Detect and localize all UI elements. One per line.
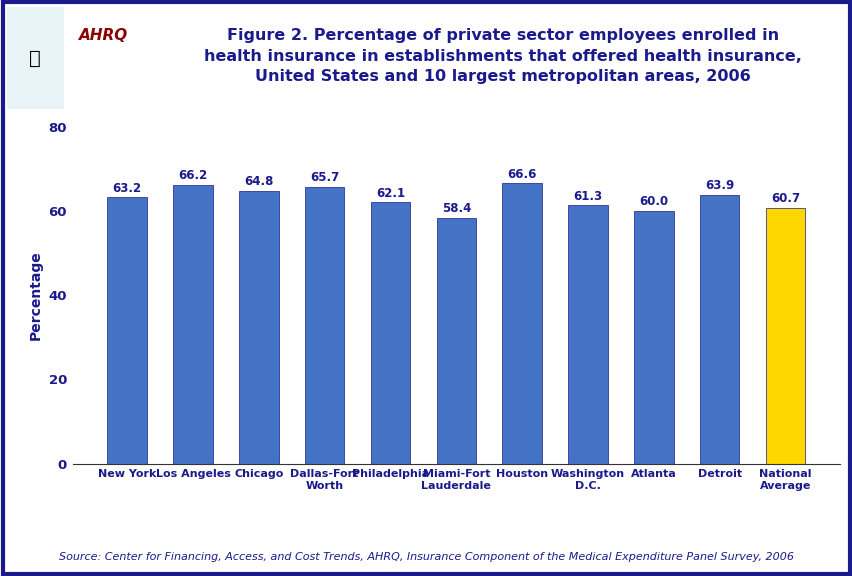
Text: 61.3: 61.3 — [573, 190, 602, 203]
Text: Source: Center for Financing, Access, and Cost Trends, AHRQ, Insurance Component: Source: Center for Financing, Access, an… — [59, 552, 793, 562]
Bar — [765, 208, 804, 464]
Text: 63.2: 63.2 — [112, 182, 141, 195]
Text: 62.1: 62.1 — [376, 187, 405, 200]
Bar — [502, 183, 541, 464]
Bar — [7, 7, 63, 109]
Text: 66.2: 66.2 — [178, 169, 207, 183]
Text: 63.9: 63.9 — [705, 179, 734, 192]
Bar — [173, 185, 212, 464]
Bar — [304, 187, 344, 464]
Y-axis label: Percentage: Percentage — [29, 251, 43, 340]
Text: Advancing
Excellence in
Health Care: Advancing Excellence in Health Care — [71, 51, 137, 82]
Text: 58.4: 58.4 — [441, 202, 470, 215]
Bar — [633, 211, 673, 464]
Bar — [371, 202, 410, 464]
Text: Figure 2. Percentage of private sector employees enrolled in
health insurance in: Figure 2. Percentage of private sector e… — [204, 28, 801, 84]
Text: 60.7: 60.7 — [770, 192, 799, 206]
Text: AHRQ: AHRQ — [79, 28, 129, 43]
Text: 64.8: 64.8 — [244, 175, 273, 188]
Bar — [567, 206, 607, 464]
Bar — [699, 195, 739, 464]
Bar — [107, 198, 147, 464]
Text: 66.6: 66.6 — [507, 168, 536, 181]
Bar — [436, 218, 475, 464]
Text: 60.0: 60.0 — [638, 195, 668, 209]
Text: 🦅: 🦅 — [29, 49, 41, 67]
Text: 65.7: 65.7 — [309, 172, 339, 184]
Bar — [239, 191, 279, 464]
